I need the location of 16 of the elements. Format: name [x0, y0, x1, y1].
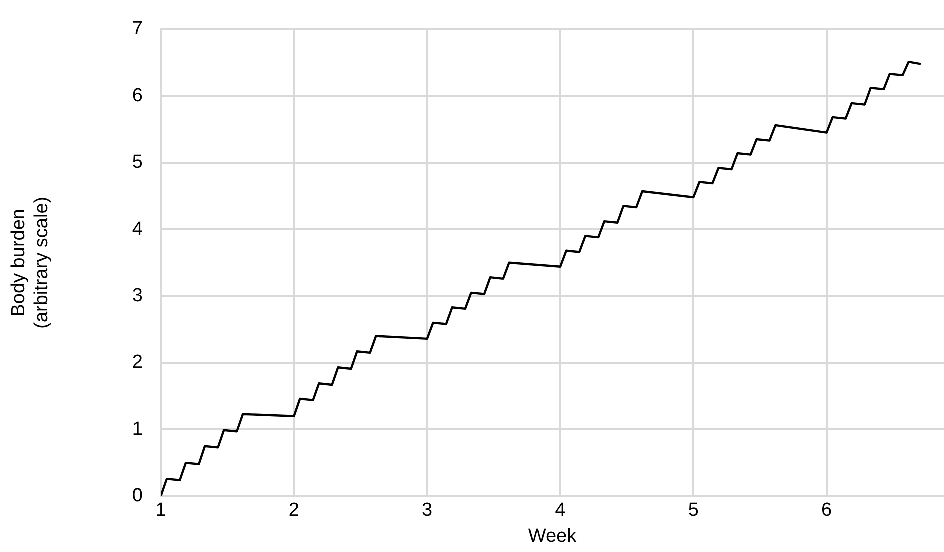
y-axis-title: Body burden (arbitrary scale): [8, 196, 52, 329]
x-tick-label: 3: [422, 500, 433, 522]
x-tick-label: 2: [288, 500, 300, 522]
y-tick-label: 2: [132, 352, 143, 374]
y-tick-label: 4: [132, 218, 144, 240]
x-tick-label: 1: [156, 500, 166, 522]
x-tick-label: 4: [555, 500, 566, 522]
y-tick-label: 5: [132, 152, 143, 174]
y-tick-label: 1: [132, 418, 143, 440]
y-tick-label: 3: [132, 285, 143, 306]
x-tick-label: 6: [822, 500, 832, 522]
x-tick-label: 5: [688, 500, 699, 522]
x-axis-title: Week: [528, 526, 578, 547]
y-tick-label: 7: [132, 18, 143, 40]
y-tick-label: 0: [132, 486, 143, 507]
y-tick-label: 6: [132, 85, 143, 106]
